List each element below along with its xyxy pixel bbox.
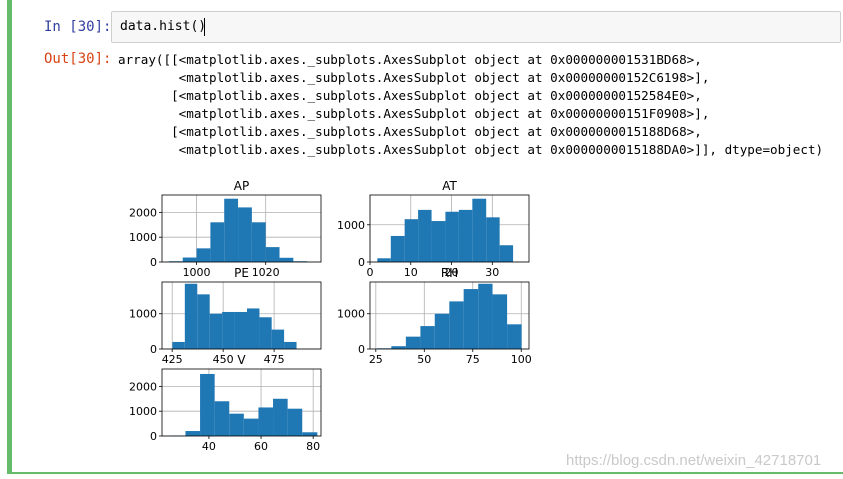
y-tick-label: 0 xyxy=(150,256,157,269)
axes-frame xyxy=(161,368,322,437)
histogram-bar xyxy=(259,317,272,349)
x-tick-label: 75 xyxy=(466,353,480,366)
histogram-bar xyxy=(184,283,198,349)
y-tick-label: 2000 xyxy=(129,206,157,219)
subplot-title: V xyxy=(237,353,246,367)
histogram-bar xyxy=(196,248,211,262)
histogram-bar xyxy=(197,294,210,349)
histogram-bar xyxy=(284,341,297,349)
y-tick-label: 1000 xyxy=(337,308,365,321)
histogram-bar xyxy=(492,294,508,349)
x-tick-label: 20 xyxy=(445,266,459,279)
histogram-bar xyxy=(234,311,248,349)
histogram-bar xyxy=(271,329,285,349)
input-prompt: In [30]: xyxy=(44,19,112,35)
histogram-bar xyxy=(209,313,223,349)
histogram-bar xyxy=(185,431,201,436)
histogram-bar xyxy=(431,221,446,262)
histogram-bar xyxy=(418,209,432,262)
histogram-bar xyxy=(390,235,405,262)
histogram-bar xyxy=(445,211,459,262)
x-tick-label: 100 xyxy=(511,353,532,366)
x-tick-label: 425 xyxy=(162,353,183,366)
output-line: <matplotlib.axes._subplots.AxesSubplot o… xyxy=(118,142,824,157)
x-tick-label: 80 xyxy=(306,440,320,453)
x-tick-label: 25 xyxy=(369,353,383,366)
x-tick-label: 1020 xyxy=(252,266,280,279)
histogram-bar xyxy=(247,308,260,349)
histogram-bar xyxy=(172,341,185,349)
y-tick-label: 1000 xyxy=(129,231,157,244)
subplot-title: RH xyxy=(441,266,458,280)
x-tick-label: 30 xyxy=(485,266,499,279)
x-tick-label: 50 xyxy=(417,353,431,366)
histogram-bar xyxy=(229,413,244,436)
y-tick-label: 0 xyxy=(358,343,365,356)
code-input-area[interactable]: data.hist() xyxy=(111,11,841,43)
histogram-bar xyxy=(265,247,280,262)
histogram-bar xyxy=(224,198,239,262)
histogram-bar xyxy=(404,219,419,262)
output-prompt: Out[30]: xyxy=(44,51,112,67)
output-line: [<matplotlib.axes._subplots.AxesSubplot … xyxy=(118,88,702,103)
y-tick-label: 0 xyxy=(150,430,157,443)
x-tick-label: 450 xyxy=(213,353,234,366)
output-line: array([[<matplotlib.axes._subplots.AxesS… xyxy=(118,52,702,67)
x-tick-label: 10 xyxy=(404,266,418,279)
histogram-bar xyxy=(486,217,500,262)
histogram-bar xyxy=(302,432,318,436)
histogram-bar xyxy=(238,207,252,262)
histogram-bar xyxy=(507,324,522,349)
histogram-bar xyxy=(182,257,197,262)
histogram-bar xyxy=(377,258,391,262)
y-tick-label: 0 xyxy=(358,256,365,269)
text-cursor xyxy=(204,18,205,36)
histogram-bar xyxy=(214,401,230,436)
histogram-bar xyxy=(279,257,294,262)
y-tick-label: 2000 xyxy=(129,380,157,393)
subplot-title: AP xyxy=(234,179,249,193)
histogram-bar xyxy=(472,198,487,262)
histogram-bar xyxy=(405,336,421,349)
x-tick-label: 1000 xyxy=(183,266,211,279)
axes-frame xyxy=(369,281,530,350)
histogram-bar xyxy=(200,373,215,436)
histogram-bar xyxy=(222,311,235,349)
x-tick-label: 40 xyxy=(202,440,216,453)
histogram-bar xyxy=(287,408,303,436)
axes-frame xyxy=(369,194,530,263)
y-tick-label: 0 xyxy=(150,343,157,356)
histogram-bar xyxy=(463,289,479,349)
histogram-bar xyxy=(210,222,225,262)
histogram-bar xyxy=(449,301,464,349)
output-line: <matplotlib.axes._subplots.AxesSubplot o… xyxy=(118,70,710,85)
histogram-bar xyxy=(420,326,435,349)
output-line: <matplotlib.axes._subplots.AxesSubplot o… xyxy=(118,106,710,121)
x-tick-label: 0 xyxy=(367,266,374,279)
y-tick-label: 1000 xyxy=(129,405,157,418)
subplot-title: PE xyxy=(234,266,249,280)
histogram-bar xyxy=(258,407,274,436)
histogram-bar xyxy=(499,245,514,262)
output-line: [<matplotlib.axes._subplots.AxesSubplot … xyxy=(118,124,702,139)
watermark: https://blog.csdn.net/weixin_42718701 xyxy=(566,452,822,469)
histogram-bar xyxy=(273,398,288,436)
y-tick-label: 1000 xyxy=(337,219,365,232)
histogram-bar xyxy=(391,346,406,349)
x-tick-label: 475 xyxy=(264,353,285,366)
cell-bottom-border xyxy=(7,472,843,474)
axes-frame xyxy=(161,281,322,350)
subplot-title: AT xyxy=(442,179,457,193)
histogram-bar xyxy=(243,418,259,436)
axes-frame xyxy=(161,194,322,263)
histogram-bar xyxy=(478,283,493,349)
code-text[interactable]: data.hist() xyxy=(120,19,207,34)
y-tick-label: 1000 xyxy=(129,308,157,321)
histogram-bar xyxy=(251,222,266,262)
histogram-bar xyxy=(434,313,450,349)
x-tick-label: 60 xyxy=(254,440,268,453)
histogram-bar xyxy=(458,209,473,262)
